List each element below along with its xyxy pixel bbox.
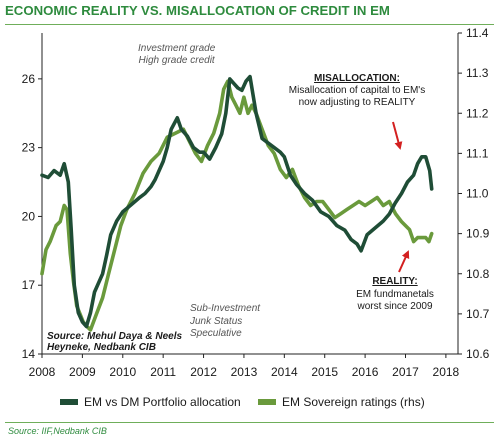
series-layer <box>40 74 434 332</box>
legend-swatch-ratings <box>258 399 276 405</box>
annotation-reality-line1: EM fundmanetals <box>356 288 434 300</box>
legend: EM vs DM Portfolio allocation EM Soverei… <box>0 392 500 418</box>
y-right-tick-label: 11.0 <box>466 187 489 201</box>
annotation-investment-grade-line2: High grade credit <box>138 55 215 66</box>
legend-item-portfolio: EM vs DM Portfolio allocation <box>60 395 241 409</box>
x-tick-label: 2014 <box>271 365 298 379</box>
annotation-misallocation-line1: Misallocation of capital to EM's <box>288 85 426 96</box>
x-tick-label: 2008 <box>29 365 56 379</box>
x-tick-label: 2009 <box>69 365 96 379</box>
misallocation-arrow <box>392 121 403 150</box>
series-line-portfolio-allocation <box>40 74 434 329</box>
y-left-tick-label: 26 <box>22 72 36 86</box>
x-tick-label: 2018 <box>433 365 460 379</box>
x-tick-label: 2011 <box>150 365 176 379</box>
annotation-source-inset-line1: Source: Mehul Daya & Neels <box>47 331 183 342</box>
y-left-tick-label: 14 <box>22 347 36 361</box>
annotation-sub-investment: Sub-Investment Junk Status Speculative <box>190 303 260 341</box>
annotation-arrows <box>392 121 410 273</box>
annotation-source-inset-line2: Heyneke, Nedbank CIB <box>47 342 156 353</box>
source-footer: Source: IIF,Nedbank CIB <box>8 426 107 436</box>
y-right-tick-label: 11.1 <box>466 146 489 160</box>
annotation-investment-grade: Investment grade High grade credit <box>138 43 215 67</box>
chart-title: ECONOMIC REALITY VS. MISALLOCATION OF CR… <box>5 3 390 18</box>
y-left-tick-label: 17 <box>22 278 36 292</box>
annotation-reality-title: REALITY: <box>372 276 418 287</box>
y-right-tick-label: 10.9 <box>466 227 490 241</box>
annotation-misallocation: MISALLOCATION: Misallocation of capital … <box>287 73 427 109</box>
y-left-tick-label: 23 <box>22 141 36 155</box>
annotation-reality: REALITY: EM fundmanetals worst since 200… <box>350 276 440 314</box>
legend-label-ratings: EM Sovereign ratings (rhs) <box>282 395 425 409</box>
annotation-sub-investment-line1: Sub-Investment <box>190 303 261 314</box>
annotation-misallocation-title: MISALLOCATION: <box>314 73 400 84</box>
legend-item-ratings: EM Sovereign ratings (rhs) <box>258 395 425 409</box>
title-rule <box>5 24 494 25</box>
y-right-tick-label: 11.3 <box>466 66 489 80</box>
y-right-tick-label: 11.2 <box>466 106 489 120</box>
y-right-tick-label: 10.8 <box>466 267 490 281</box>
axes: 14 17 20 23 26 10.6 10.7 10.8 10.9 11.0 11.1 11.2 11… <box>22 26 490 379</box>
legend-label-portfolio: EM vs DM Portfolio allocation <box>84 395 241 409</box>
annotation-reality-line2: worst since 2009 <box>357 301 433 312</box>
x-tick-label: 2013 <box>231 365 258 379</box>
x-tick-label: 2016 <box>352 365 379 379</box>
chart-plot: 14 17 20 23 26 10.6 10.7 10.8 10.9 11.0 11.1 11.2 11… <box>22 26 490 379</box>
y-right-tick-label: 10.7 <box>466 307 490 321</box>
x-tick-label: 2012 <box>190 365 217 379</box>
legend-swatch-portfolio <box>60 399 78 405</box>
x-tick-label: 2015 <box>311 365 338 379</box>
annotation-misallocation-line2: now adjusting to REALITY <box>298 97 416 108</box>
footer-rule <box>5 422 494 423</box>
y-left-tick-label: 20 <box>22 209 36 223</box>
annotation-sub-investment-line2: Junk Status <box>190 315 243 327</box>
y-right-tick-label: 11.4 <box>466 26 489 40</box>
x-tick-label: 2010 <box>109 365 136 379</box>
reality-arrow <box>398 250 410 273</box>
x-tick-label: 2017 <box>392 365 419 379</box>
annotation-investment-grade-line1: Investment grade <box>138 43 216 54</box>
annotation-sub-investment-line3: Speculative <box>190 328 242 339</box>
y-right-tick-label: 10.6 <box>466 347 490 361</box>
annotation-source-inset: Source: Mehul Daya & Neels Heyneke, Nedb… <box>47 331 182 353</box>
